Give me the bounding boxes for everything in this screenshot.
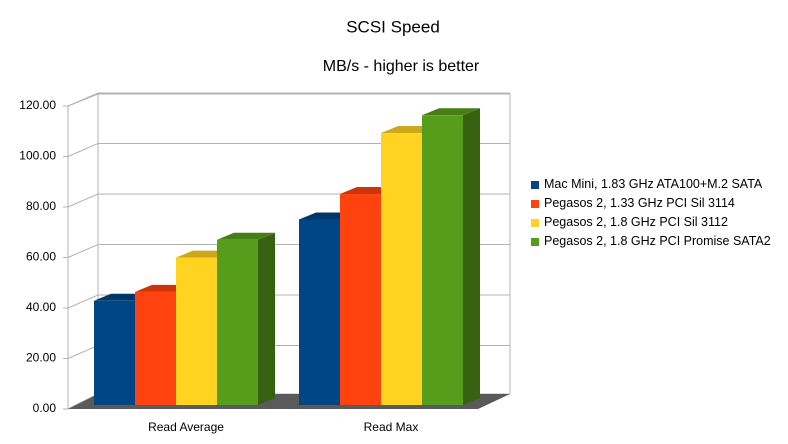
bar-side	[463, 108, 480, 405]
bar-side	[258, 232, 275, 405]
bar	[422, 108, 480, 405]
chart-subtitle: MB/s - higher is better	[323, 58, 480, 75]
bar-top	[217, 232, 275, 240]
legend-item: Pegasos 2, 1.33 GHz PCI Sil 3114	[531, 196, 781, 211]
bar-front	[299, 219, 340, 405]
y-tick-label: 40.00	[26, 300, 56, 314]
legend-swatch	[531, 238, 539, 246]
bar-front	[422, 115, 463, 405]
bar-front	[94, 300, 135, 405]
bar-front	[217, 239, 258, 405]
legend-item: Mac Mini, 1.83 GHz ATA100+M.2 SATA	[531, 177, 781, 192]
y-tick-label: 100.00	[19, 149, 56, 163]
legend-label: Pegasos 2, 1.33 GHz PCI Sil 3114	[544, 196, 735, 210]
grid-line	[67, 143, 510, 157]
x-tick-label: Read Max	[364, 420, 419, 434]
y-tick-label: 120.00	[19, 98, 56, 112]
bar-front	[135, 291, 176, 405]
y-tick-label: 0.00	[33, 401, 57, 415]
bar-top	[422, 108, 480, 116]
y-tick-label: 60.00	[26, 250, 56, 264]
legend-label: Pegasos 2, 1.8 GHz PCI Promise SATA2	[544, 234, 771, 248]
legend: Mac Mini, 1.83 GHz ATA100+M.2 SATA Pegaso…	[531, 177, 781, 253]
bar-front	[176, 257, 217, 405]
legend-swatch	[531, 219, 539, 227]
chart-title: SCSI Speed	[346, 17, 440, 36]
legend-label: Mac Mini, 1.83 GHz ATA100+M.2 SATA	[544, 177, 763, 191]
legend-swatch	[531, 200, 539, 208]
bar	[217, 232, 275, 405]
y-tick-label: 20.00	[26, 351, 56, 365]
bar-front	[381, 133, 422, 405]
legend-item: Pegasos 2, 1.8 GHz PCI Sil 3112	[531, 215, 781, 230]
bar-front	[340, 194, 381, 405]
y-tick-label: 80.00	[26, 199, 56, 213]
grid-line	[67, 92, 510, 107]
legend-label: Pegasos 2, 1.8 GHz PCI Sil 3112	[544, 215, 728, 229]
legend-swatch	[531, 181, 539, 189]
x-tick-label: Read Average	[148, 420, 224, 434]
legend-item: Pegasos 2, 1.8 GHz PCI Promise SATA2	[531, 234, 781, 249]
